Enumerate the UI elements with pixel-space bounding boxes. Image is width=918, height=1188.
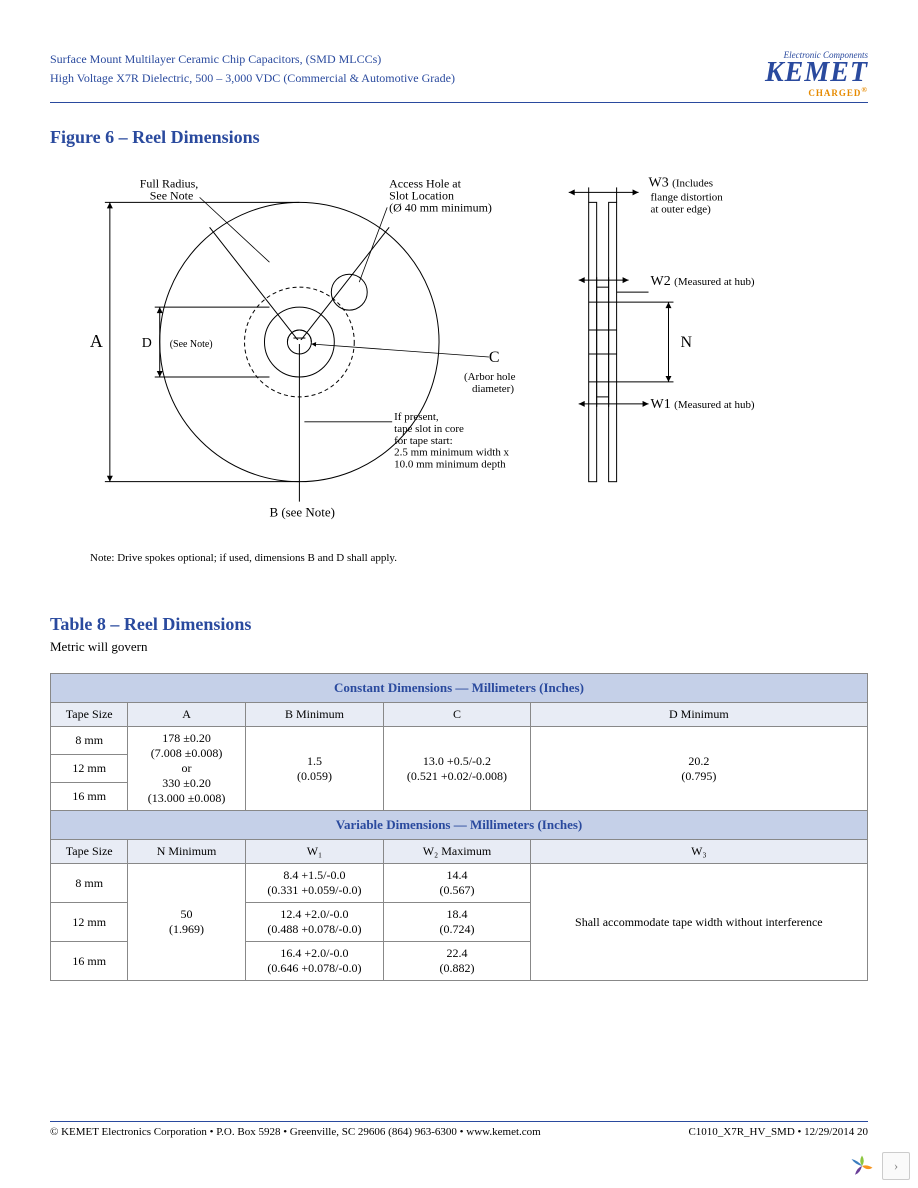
footer-right: C1010_X7R_HV_SMD • 12/29/2014 20	[688, 1126, 868, 1138]
label-full-radius: Full Radius, See Note	[140, 177, 202, 203]
pager-logo-icon	[848, 1152, 876, 1180]
var-row: 8 mm 50 (1.969) 8.4 +1.5/-0.0 (0.331 +0.…	[51, 864, 868, 903]
dim-D-note: (See Note)	[170, 339, 213, 350]
pager-next-button[interactable]: ›	[882, 1152, 910, 1180]
dim-D: D	[142, 336, 152, 351]
table-govern: Metric will govern	[50, 639, 868, 655]
dim-W1: W1 (Measured at hub)	[651, 397, 755, 412]
label-tape-slot: If present, tape slot in core for tape s…	[394, 411, 512, 471]
brand-logo: Electronic Components KEMET CHARGED®	[765, 50, 868, 98]
logo-main: KEMET	[765, 60, 868, 85]
variable-col-head: Tape Size N Minimum W₁ W₂ Maximum W₃	[51, 840, 868, 864]
const-row: 8 mm 178 ±0.20 (7.008 ±0.008) or 330 ±0.…	[51, 727, 868, 755]
variable-header: Variable Dimensions — Millimeters (Inche…	[51, 811, 868, 840]
page-header: Surface Mount Multilayer Ceramic Chip Ca…	[50, 50, 868, 103]
header-text: Surface Mount Multilayer Ceramic Chip Ca…	[50, 50, 455, 88]
reel-diagram: A D (See Note) B (see Note) Full Radius,…	[50, 162, 868, 542]
chevron-right-icon: ›	[894, 1158, 898, 1174]
dim-W3: W3 (Includes	[649, 176, 713, 191]
constant-col-head: Tape Size A B Minimum C D Minimum	[51, 703, 868, 727]
dim-C: C	[489, 349, 500, 366]
figure-note: Note: Drive spokes optional; if used, di…	[90, 552, 868, 564]
page-footer: © KEMET Electronics Corporation • P.O. B…	[50, 1121, 868, 1138]
dim-N: N	[680, 334, 692, 351]
dim-A: A	[90, 331, 103, 351]
dim-C-sub: (Arbor hole diameter)	[464, 371, 518, 395]
figure-title: Figure 6 – Reel Dimensions	[50, 127, 868, 148]
footer-left: © KEMET Electronics Corporation • P.O. B…	[50, 1126, 541, 1138]
dim-B: B (see Note)	[269, 505, 334, 520]
dim-W3-sub: flange distortion at outer edge)	[651, 192, 726, 216]
header-line1: Surface Mount Multilayer Ceramic Chip Ca…	[50, 50, 455, 69]
table-title: Table 8 – Reel Dimensions	[50, 614, 868, 635]
label-access-hole: Access Hole at Slot Location (Ø 40 mm mi…	[389, 177, 492, 215]
dim-W2: W2 (Measured at hub)	[651, 274, 755, 289]
header-line2: High Voltage X7R Dielectric, 500 – 3,000…	[50, 69, 455, 88]
constant-header: Constant Dimensions — Millimeters (Inche…	[51, 674, 868, 703]
page: Surface Mount Multilayer Ceramic Chip Ca…	[0, 0, 918, 1188]
pager: ›	[848, 1152, 910, 1180]
reel-dimensions-table: Constant Dimensions — Millimeters (Inche…	[50, 673, 868, 981]
